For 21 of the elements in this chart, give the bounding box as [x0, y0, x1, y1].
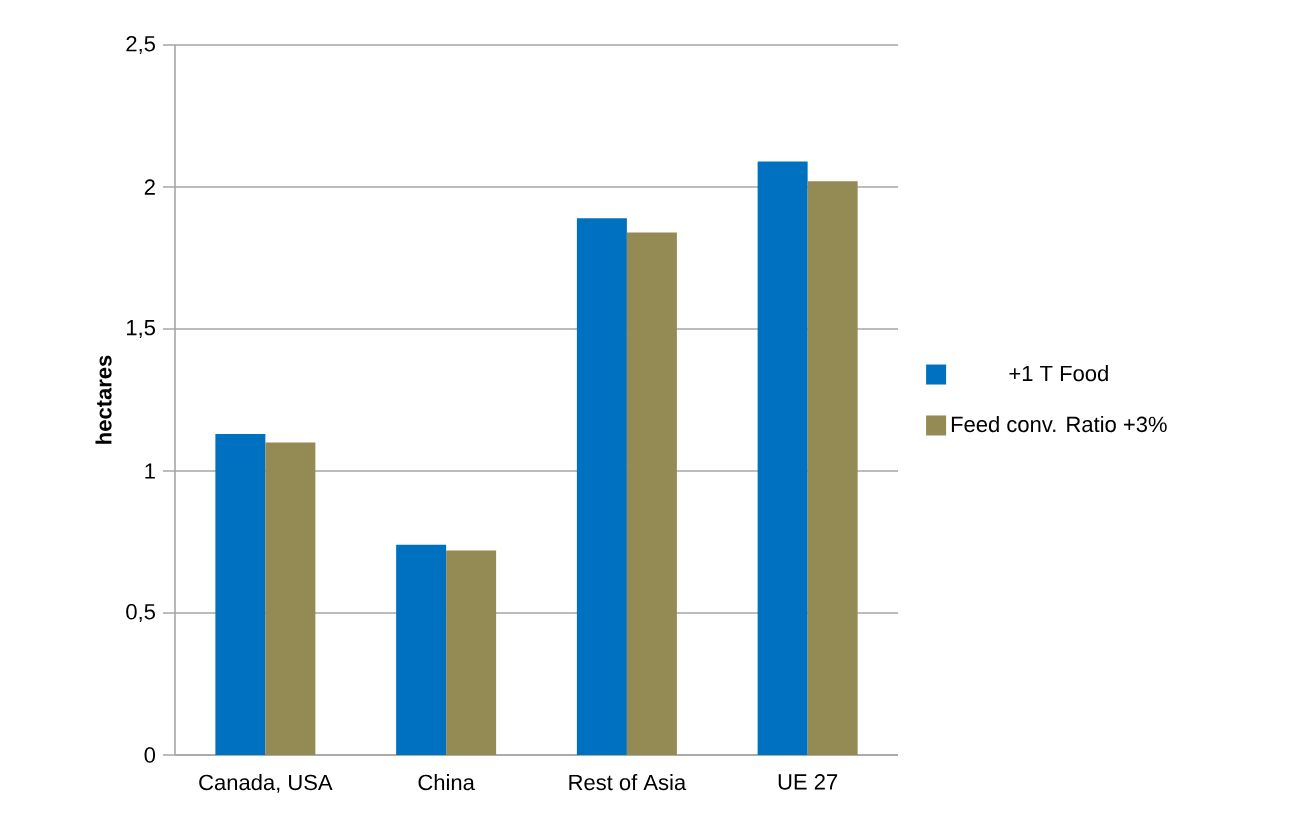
y-tick-label: 0,5	[126, 603, 155, 623]
x-tick-label: Rest of Asia	[569, 774, 687, 791]
x-tick-label: Canada, USA	[199, 774, 333, 793]
text: +1 T Food	[1009, 365, 1108, 382]
bar	[396, 544, 447, 755]
x-tick-label: China	[418, 774, 475, 791]
bar	[446, 550, 497, 755]
bar	[265, 442, 316, 755]
bar	[215, 434, 266, 755]
bar	[626, 232, 677, 755]
x-tick-label: UE 27	[778, 774, 838, 790]
y-tick-label: 1	[145, 463, 155, 479]
y-tick-label: 2,5	[126, 35, 155, 55]
y-tick-label: 2	[144, 179, 155, 195]
legend-label: Feed conv. Ratio +3%	[951, 416, 1167, 433]
y-tick-label: 1,5	[127, 320, 155, 338]
y-axis-title: hectares	[95, 355, 112, 444]
bar	[576, 218, 627, 755]
y-tick-label: 0	[144, 747, 156, 763]
bar	[807, 181, 858, 755]
bar	[757, 161, 808, 755]
